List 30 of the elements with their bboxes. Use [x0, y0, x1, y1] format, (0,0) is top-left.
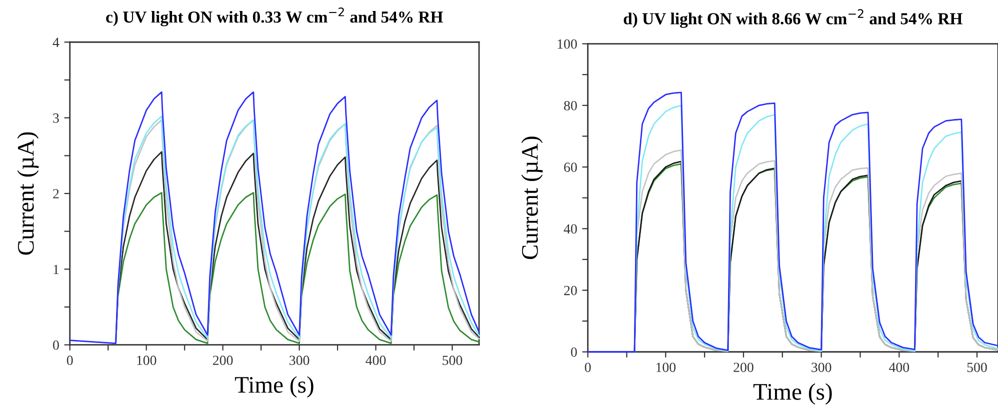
y-tick-label: 1	[54, 264, 59, 274]
x-tick-label: 100	[137, 356, 156, 366]
y-tick-label: 2	[53, 189, 59, 198]
x-tick-label: 0	[66, 356, 73, 366]
y-tick-label: 3	[53, 113, 59, 123]
y-axis-title: Current (µA)	[521, 136, 543, 260]
y-tick-label: 20	[564, 286, 577, 296]
line-series	[115, 192, 480, 344]
y-tick-label: 80	[564, 100, 577, 110]
chart-title: c) UV light ON with 0.33 W cm$^{−2}$ and 54% RH	[106, 8, 443, 26]
x-tick-label: 200	[213, 356, 233, 366]
y-tick-label: 100	[558, 39, 577, 49]
y-tick-label: 60	[564, 162, 577, 172]
x-tick-label: 500	[967, 362, 987, 372]
y-tick-label: 40	[564, 224, 577, 234]
x-axis-title: Time (s)	[753, 383, 832, 405]
x-tick-label: 300	[290, 356, 310, 366]
chart-title: d) UV light ON with 8.66 W cm$^{−2}$ and 54% RH	[624, 9, 962, 28]
y-tick-label: 4	[52, 38, 60, 47]
x-axis-title: Time (s)	[234, 376, 314, 398]
x-tick-label: 400	[889, 362, 910, 372]
x-tick-label: 0	[584, 362, 591, 372]
y-axis-title: Current (µA)	[17, 132, 39, 255]
y-tick-label: 0	[53, 340, 59, 350]
x-tick-label: 100	[656, 362, 676, 372]
x-tick-label: 300	[812, 362, 832, 372]
x-tick-label: 400	[366, 356, 386, 366]
x-tick-label: 200	[734, 362, 754, 372]
x-tick-label: 500	[442, 356, 462, 366]
y-tick-label: 0	[570, 347, 577, 357]
